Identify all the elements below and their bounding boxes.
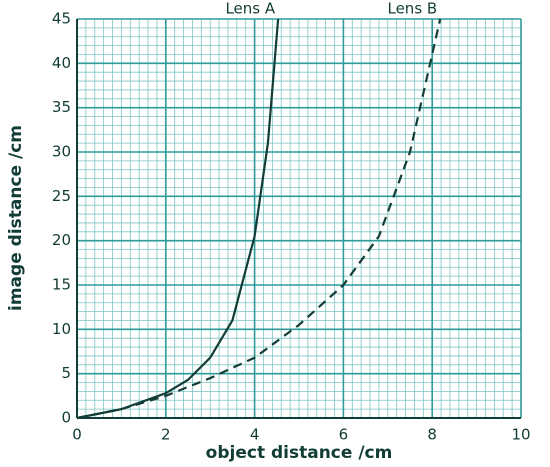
y-tick-label: 25 xyxy=(52,187,71,205)
x-tick-label: 10 xyxy=(511,426,530,444)
y-tick-label: 5 xyxy=(61,364,71,382)
y-tick-label: 30 xyxy=(52,143,71,161)
y-tick-label: 20 xyxy=(52,231,71,249)
y-tick-label: 0 xyxy=(61,409,71,427)
x-tick-label: 0 xyxy=(72,426,82,444)
x-tick-label: 6 xyxy=(339,426,349,444)
y-tick-label: 10 xyxy=(52,320,71,338)
series-label: Lens A xyxy=(225,0,275,18)
y-tick-label: 15 xyxy=(52,276,71,294)
y-tick-label: 45 xyxy=(52,10,71,28)
x-tick-label: 4 xyxy=(250,426,260,444)
series-label: Lens B xyxy=(387,0,437,18)
x-axis-label: object distance /cm xyxy=(206,443,393,463)
y-tick-label: 35 xyxy=(52,98,71,116)
series-line xyxy=(76,18,442,420)
y-axis-label: image distance /cm xyxy=(6,125,26,311)
x-tick-label: 8 xyxy=(427,426,437,444)
x-tick-label: 2 xyxy=(161,426,171,444)
y-tick-label: 40 xyxy=(52,54,71,72)
